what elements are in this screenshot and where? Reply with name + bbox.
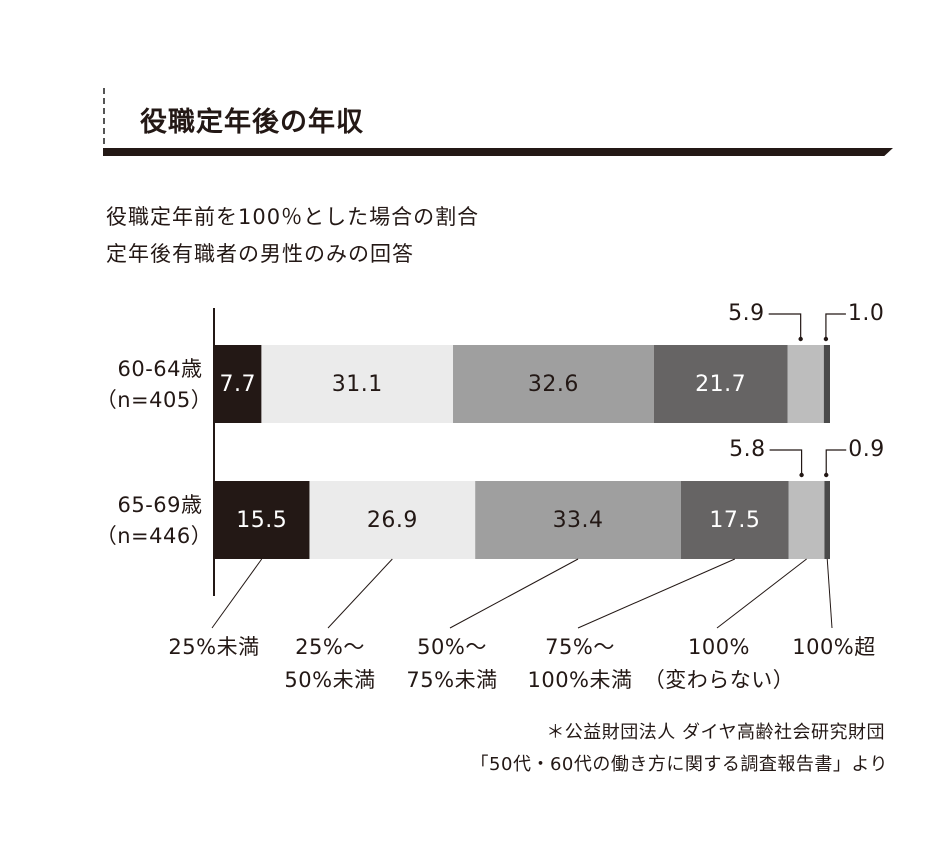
category-sample-size: （n=446） — [96, 524, 213, 548]
source-note-line2: 「50代・60代の働き方に関する調査報告書」より — [470, 754, 888, 775]
chart-subtitle-line1: 役職定年前を100％とした場合の割合 — [106, 205, 480, 229]
legend-leader — [327, 558, 393, 629]
data-label: 15.5 — [236, 508, 287, 533]
legend-leader — [211, 558, 263, 629]
data-label: 26.9 — [367, 508, 418, 533]
legend-label: 75%～ — [545, 635, 615, 659]
bar-segment — [653, 345, 788, 423]
bar-segment — [680, 481, 789, 559]
legend-label: （変わらない） — [644, 668, 795, 692]
page-title: 役職定年後の年収 — [140, 107, 364, 138]
bar-segment — [787, 345, 824, 423]
callout-dot — [799, 472, 804, 478]
callout-dot — [798, 336, 803, 342]
title-underline — [103, 148, 893, 156]
callout-leader — [825, 449, 847, 475]
category-label: 60-64歳 — [117, 357, 202, 381]
legend-label: 25%未満 — [168, 635, 259, 659]
callout-leader — [768, 313, 802, 339]
legend-label: 100%未満 — [527, 668, 632, 692]
legend-label: 100%超 — [792, 635, 876, 659]
data-label: 32.6 — [528, 372, 579, 397]
legend-label: 50%未満 — [284, 668, 375, 692]
category-label: 65-69歳 — [117, 493, 202, 517]
bar-segment — [214, 345, 262, 423]
callout-leader — [769, 449, 803, 475]
legend-label: 50%～ — [417, 635, 487, 659]
category-sample-size: （n=405） — [96, 388, 213, 412]
bar-segment — [824, 481, 830, 559]
data-label: 7.7 — [219, 372, 256, 397]
legend-label: 100% — [688, 635, 750, 659]
bar-segment — [475, 481, 681, 559]
callout-dot — [824, 472, 829, 478]
chart-subtitle-line2: 定年後有職者の男性のみの回答 — [106, 242, 414, 266]
data-label: 17.5 — [709, 508, 760, 533]
legend-leader — [826, 558, 833, 629]
legend-leader — [577, 558, 736, 629]
data-label: 1.0 — [848, 301, 885, 326]
data-label: 0.9 — [848, 437, 885, 462]
data-label: 5.9 — [728, 301, 765, 326]
callout-leader — [825, 313, 846, 339]
bar-segment — [261, 345, 454, 423]
bar-segment — [823, 345, 830, 423]
bar-segment — [309, 481, 476, 559]
legend-leader — [449, 558, 579, 629]
legend-label: 75%未満 — [406, 668, 497, 692]
callout-dot — [823, 336, 829, 342]
title-dashed-rule — [103, 88, 105, 154]
bar-segment — [453, 345, 654, 423]
data-label: 21.7 — [695, 372, 746, 397]
legend-leader — [716, 558, 807, 629]
bar-segment — [214, 481, 310, 559]
data-label: 33.4 — [553, 508, 604, 533]
bar-segment — [788, 481, 825, 559]
data-label: 5.8 — [729, 437, 766, 462]
source-note-line1: ＊公益財団法人 ダイヤ高齢社会研究財団 — [546, 722, 885, 743]
legend-label: 25%～ — [295, 635, 365, 659]
data-label: 31.1 — [332, 372, 383, 397]
